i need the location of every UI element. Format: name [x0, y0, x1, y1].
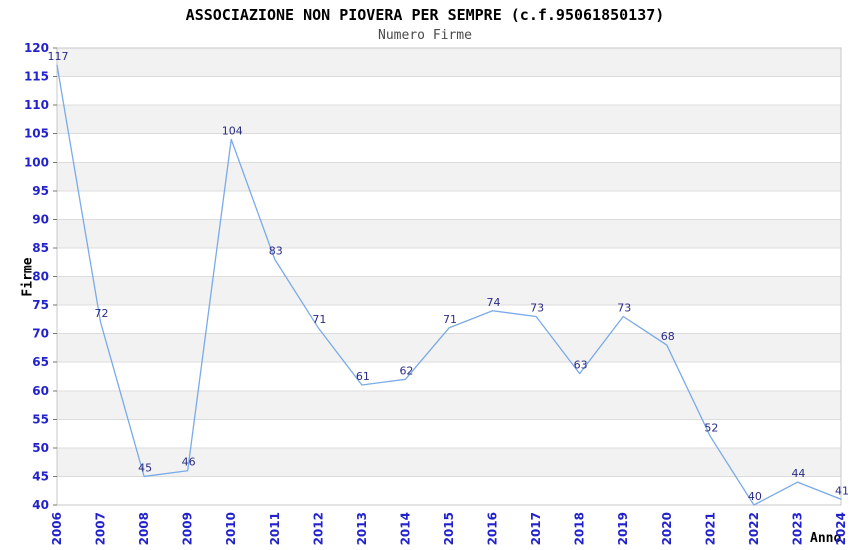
band-stripe — [57, 333, 841, 363]
x-tick-label: 2020 — [660, 512, 674, 545]
data-label: 71 — [312, 313, 326, 326]
x-tick-label: 2009 — [181, 512, 195, 545]
data-label: 44 — [791, 467, 805, 480]
data-label: 83 — [269, 244, 283, 257]
x-tick-label: 2012 — [311, 512, 325, 545]
data-label: 40 — [748, 490, 762, 503]
y-tick-label: 70 — [32, 327, 49, 341]
x-tick-label: 2016 — [486, 512, 500, 545]
data-label: 52 — [704, 421, 718, 434]
y-tick-label: 85 — [32, 241, 49, 255]
chart-subtitle: Numero Firme — [378, 28, 472, 43]
x-axis-ticks: 2006 2007 2008 2009 2010 2011 2012 2013 2014 2015… — [50, 512, 848, 545]
x-tick-label: 2007 — [94, 512, 108, 545]
x-tick-label: 2024 — [834, 512, 848, 545]
data-label: 71 — [443, 313, 457, 326]
y-tick-label: 90 — [32, 212, 49, 226]
y-tick-label: 45 — [32, 469, 49, 483]
data-label: 74 — [487, 296, 501, 309]
band-stripe — [57, 447, 841, 477]
x-axis-title: Anno — [810, 531, 842, 546]
x-tick-label: 2015 — [442, 512, 456, 545]
data-label: 73 — [617, 301, 631, 314]
band-stripe — [57, 390, 841, 420]
band-stripe — [57, 105, 841, 134]
x-tick-label: 2023 — [790, 512, 804, 545]
data-label: 41 — [835, 484, 849, 497]
band-stripe — [57, 276, 841, 306]
data-label: 45 — [138, 461, 152, 474]
data-label: 104 — [222, 124, 243, 137]
x-tick-label: 2011 — [268, 512, 282, 545]
y-tick-label: 120 — [24, 41, 49, 55]
x-tick-label: 2014 — [398, 512, 412, 545]
x-tick-label: 2013 — [355, 512, 369, 545]
y-tick-label: 40 — [32, 498, 49, 512]
y-tick-label: 115 — [24, 70, 49, 84]
series-line — [56, 64, 842, 506]
y-tick-label: 75 — [32, 298, 49, 312]
band-stripe — [57, 219, 841, 248]
data-label: 46 — [182, 456, 196, 469]
x-tick-label: 2010 — [224, 512, 238, 545]
x-tick-label: 2021 — [703, 512, 717, 545]
band-stripe — [57, 162, 841, 191]
x-tick-label: 2006 — [50, 512, 64, 545]
x-tick-label: 2018 — [573, 512, 587, 545]
band-stripe — [57, 48, 841, 77]
data-label: 62 — [399, 364, 413, 377]
plot-bands — [57, 48, 841, 477]
y-tick-label: 105 — [24, 127, 49, 141]
y-tick-label: 55 — [32, 412, 49, 426]
x-tick-label: 2022 — [747, 512, 761, 545]
data-labels: 117 72 45 46 104 83 71 61 62 71 74 73 63 73 68 52 40 44 41 — [48, 50, 850, 503]
x-tick-label: 2017 — [529, 512, 543, 545]
y-tick-label: 100 — [24, 155, 49, 169]
data-label: 72 — [95, 307, 109, 320]
chart-title: ASSOCIAZIONE NON PIOVERA PER SEMPRE (c.f… — [185, 6, 665, 24]
y-axis-ticks: 40 45 50 55 60 65 70 75 80 85 90 95 100 105 110 115 120 — [24, 41, 57, 512]
data-label: 117 — [48, 50, 69, 63]
y-tick-label: 80 — [32, 270, 49, 284]
y-tick-label: 60 — [32, 384, 49, 398]
x-tick-label: 2008 — [137, 512, 151, 545]
data-label: 61 — [356, 370, 370, 383]
y-tick-label: 110 — [24, 98, 49, 112]
y-tick-label: 95 — [32, 184, 49, 198]
data-label: 63 — [574, 359, 588, 372]
data-label: 68 — [661, 330, 675, 343]
y-tick-label: 50 — [32, 441, 49, 455]
y-tick-label: 65 — [32, 355, 49, 369]
x-tick-label: 2019 — [616, 512, 630, 545]
data-label: 73 — [530, 301, 544, 314]
